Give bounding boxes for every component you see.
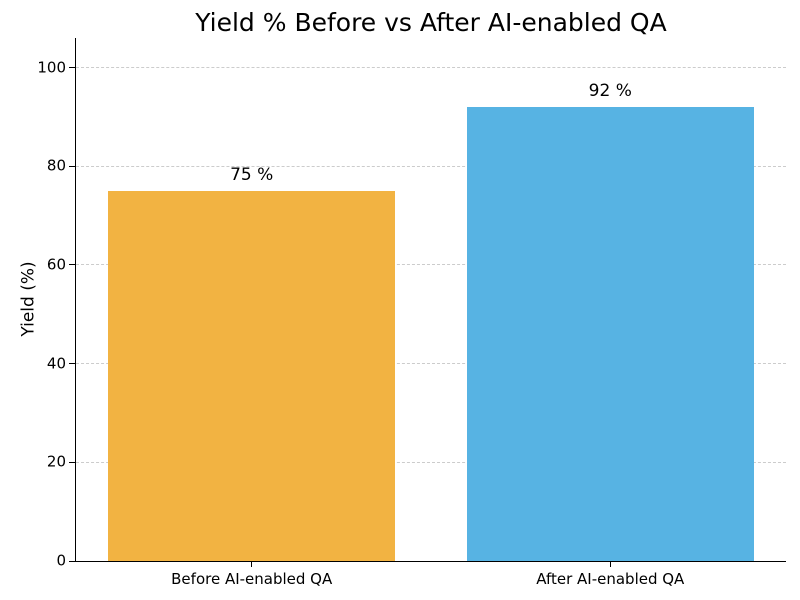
y-tick-mark-0 [69, 560, 75, 562]
bar-value-label-0: 75 % [230, 164, 274, 185]
y-tick-label-100: 100 [37, 58, 66, 77]
y-axis-line [75, 38, 76, 561]
y-tick-mark-100 [69, 67, 75, 69]
x-tick-mark-1 [609, 561, 611, 567]
bar-value-label-1: 92 % [588, 81, 632, 102]
gridline-y20 [76, 461, 786, 463]
gridline-y40 [76, 363, 786, 365]
y-tick-label-60: 60 [46, 255, 66, 274]
gridline-y60 [76, 264, 786, 266]
plot-area: 0 20 40 60 80 100 75 % Before AI-enabled QA 92 %… [37, 38, 786, 588]
chart-title: Yield % Before vs After AI-enabled QA [195, 8, 667, 37]
y-axis-label: Yield (%) [18, 261, 39, 337]
y-tick-mark-40 [69, 363, 75, 365]
y-tick-mark-20 [69, 461, 75, 463]
bar-1 [466, 107, 754, 561]
y-tick-mark-60 [69, 264, 75, 266]
x-tick-label-1: After AI-enabled QA [536, 570, 685, 588]
gridline-y80 [76, 165, 786, 167]
bar-0 [108, 190, 396, 561]
x-axis-line [75, 561, 786, 562]
y-tick-label-20: 20 [46, 452, 66, 471]
x-tick-label-0: Before AI-enabled QA [171, 570, 333, 588]
y-tick-label-0: 0 [56, 551, 66, 570]
gridline-y100 [76, 67, 786, 69]
y-tick-mark-80 [69, 165, 75, 167]
x-tick-mark-0 [251, 561, 253, 567]
y-tick-label-40: 40 [46, 354, 66, 373]
y-tick-label-80: 80 [46, 156, 66, 175]
